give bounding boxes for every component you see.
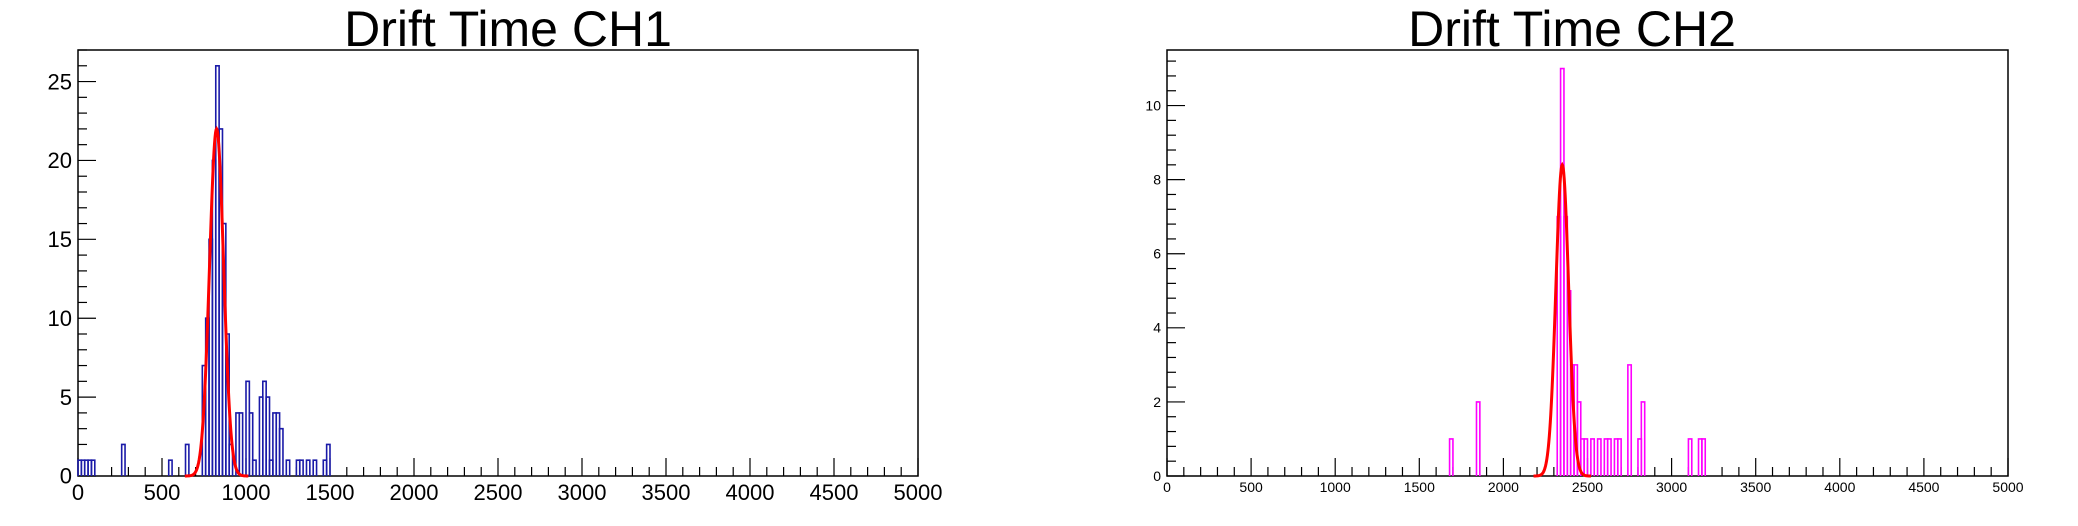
y-tick-label-ch2: 0	[1153, 468, 1161, 484]
histogram-bin-ch1	[298, 459, 304, 476]
y-tick-label-ch2: 6	[1153, 246, 1161, 262]
histogram-bin-ch2	[1475, 401, 1481, 476]
histogram-bin-ch2	[1606, 438, 1612, 476]
x-tick-label-ch1: 2000	[390, 480, 439, 505]
histogram-bin-ch2	[1687, 438, 1693, 476]
histogram-bin-ch2	[1627, 364, 1633, 476]
y-tick-label-ch2: 2	[1153, 394, 1161, 410]
histogram-bin-ch2	[1596, 438, 1602, 476]
x-tick-label-ch2: 5000	[1992, 479, 2023, 495]
y-tick-label-ch1: 5	[60, 385, 72, 410]
y-tick-label-ch2: 4	[1153, 320, 1161, 336]
x-tick-label-ch2: 1000	[1320, 479, 1351, 495]
x-tick-label-ch1: 0	[72, 480, 84, 505]
x-tick-label-ch2: 2000	[1488, 479, 1519, 495]
y-tick-label-ch1: 15	[48, 227, 72, 252]
histogram-bin-ch1	[251, 459, 257, 476]
chart-title-ch1: Drift Time CH1	[344, 1, 672, 57]
gaussian-fit-curve-ch2	[1533, 161, 1592, 478]
x-tick-label-ch2: 500	[1239, 479, 1263, 495]
histogram-bin-ch2	[1640, 401, 1646, 476]
x-tick-label-ch1: 500	[144, 480, 181, 505]
x-tick-label-ch2: 2500	[1572, 479, 1603, 495]
histogram-bin-ch2	[1590, 438, 1596, 476]
y-tick-label-ch1: 0	[60, 464, 72, 489]
histogram-bin-ch1	[325, 443, 331, 476]
y-tick-label-ch1: 25	[48, 69, 72, 94]
histogram-bin-ch1	[278, 427, 284, 476]
x-tick-label-ch1: 5000	[894, 480, 943, 505]
x-tick-label-ch2: 3000	[1656, 479, 1687, 495]
y-tick-label-ch2: 8	[1153, 172, 1161, 188]
x-tick-label-ch2: 3500	[1740, 479, 1771, 495]
x-tick-label-ch1: 1500	[306, 480, 355, 505]
x-tick-label-ch1: 4500	[810, 480, 859, 505]
histogram-bin-ch1	[265, 396, 271, 476]
chart-title-ch2: Drift Time CH2	[1408, 1, 1736, 57]
histogram-bin-ch1	[238, 412, 244, 476]
histogram-bin-ch1	[90, 459, 96, 476]
x-tick-label-ch2: 0	[1163, 479, 1171, 495]
histogram-bin-ch1	[285, 459, 291, 476]
histogram-bin-ch1	[167, 459, 173, 476]
plot-frame-ch2	[1166, 49, 2009, 477]
histogram-bin-ch2	[1701, 438, 1707, 476]
x-tick-label-ch2: 1500	[1404, 479, 1435, 495]
histogram-bin-ch1	[305, 459, 311, 476]
histogram-bin-ch2	[1583, 438, 1589, 476]
histogram-bin-ch1	[312, 459, 318, 476]
x-tick-label-ch1: 4000	[726, 480, 775, 505]
y-tick-label-ch2: 10	[1145, 97, 1161, 113]
histogram-bin-ch1	[184, 443, 190, 476]
histogram-bin-ch1	[120, 443, 126, 476]
gaussian-fit-curve-ch1	[184, 125, 249, 478]
histogram-bin-ch2	[1448, 438, 1454, 476]
histogram-bin-ch2	[1616, 438, 1622, 476]
y-tick-label-ch1: 20	[48, 148, 72, 173]
x-tick-label-ch2: 4000	[1824, 479, 1855, 495]
x-tick-label-ch1: 3000	[558, 480, 607, 505]
x-tick-label-ch1: 3500	[642, 480, 691, 505]
chart-ch2: Drift Time CH2 0 500 1000 1500 2000 2500 3000 3…	[1145, 1, 2023, 495]
x-tick-label-ch1: 2500	[474, 480, 523, 505]
x-tick-label-ch2: 4500	[1908, 479, 1939, 495]
histogram-bin-ch1	[248, 412, 254, 476]
x-tick-label-ch1: 1000	[222, 480, 271, 505]
y-tick-label-ch1: 10	[48, 306, 72, 331]
chart-ch1: Drift Time CH1 0 500 1000 1500 2000 2500 3000 3…	[48, 1, 943, 505]
